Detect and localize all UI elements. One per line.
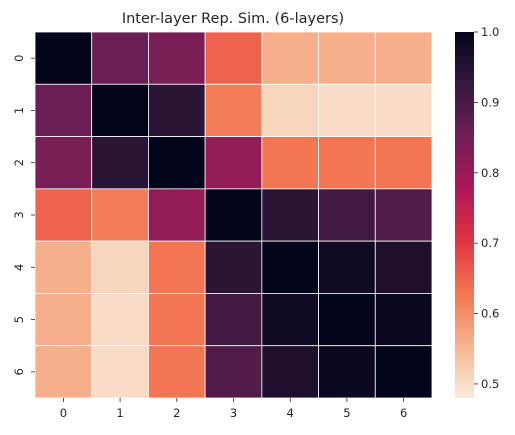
y-tick-label: 5 — [12, 316, 26, 323]
heatmap-cell — [374, 31, 433, 85]
heatmap-cell — [374, 188, 433, 242]
heatmap-cell — [34, 293, 93, 347]
heatmap-cell — [148, 83, 206, 137]
heatmap-cell — [318, 188, 376, 242]
heatmap-cell — [374, 345, 433, 399]
heatmap-cell — [318, 345, 376, 399]
heatmap-cell — [261, 188, 319, 242]
heatmap-cell — [91, 345, 149, 399]
heatmap-cell — [148, 31, 206, 85]
heatmap-cell — [34, 136, 93, 190]
heatmap-cell — [148, 240, 206, 294]
heatmap-cell — [204, 83, 263, 137]
heatmap-cell — [204, 136, 263, 190]
x-tick-label: 3 — [230, 406, 237, 420]
colorbar-tick-label: 0.6 — [481, 307, 499, 321]
x-axis-ticks: 0 1 2 3 4 5 6 — [60, 398, 407, 420]
colorbar-ticks: 0.5 0.6 0.7 0.8 0.9 1.0 — [474, 25, 499, 391]
heatmap-cell — [34, 240, 93, 294]
y-axis-ticks: 0 1 2 3 4 5 6 — [12, 54, 35, 376]
x-tick-label: 0 — [60, 406, 67, 420]
x-tick-label: 4 — [287, 406, 294, 420]
heatmap-cell — [261, 345, 319, 399]
y-tick-label: 1 — [12, 107, 26, 114]
heatmap-cell — [148, 293, 206, 347]
y-tick-label: 6 — [12, 368, 26, 375]
colorbar — [455, 32, 474, 398]
heatmap-cell — [204, 188, 263, 242]
heatmap-cell — [374, 240, 433, 294]
heatmap-cell — [34, 345, 93, 399]
colorbar-tick-label: 0.7 — [481, 236, 499, 250]
heatmap-cell — [318, 293, 376, 347]
colorbar-tick-label: 0.8 — [481, 166, 499, 180]
x-tick-label: 6 — [400, 406, 407, 420]
heatmap-cell — [148, 188, 206, 242]
heatmap-cell — [91, 240, 149, 294]
y-tick-label: 0 — [12, 54, 26, 61]
colorbar-tick-label: 0.9 — [481, 95, 499, 109]
heatmap-cell — [261, 136, 319, 190]
heatmap-cell — [318, 83, 376, 137]
heatmap-cell — [91, 136, 149, 190]
heatmap-cell — [91, 188, 149, 242]
chart-title: Inter-layer Rep. Sim. (6-layers) — [122, 11, 344, 27]
heatmap-cell — [204, 345, 263, 399]
heatmap-cell — [204, 240, 263, 294]
heatmap-cell — [261, 83, 319, 137]
heatmap-cell — [318, 31, 376, 85]
heatmap-cell — [148, 345, 206, 399]
x-tick-label: 2 — [173, 406, 180, 420]
heatmap-cell — [204, 293, 263, 347]
y-tick-label: 2 — [12, 159, 26, 166]
heatmap-cell — [374, 293, 433, 347]
x-tick-label: 5 — [343, 406, 350, 420]
heatmap-cells — [34, 31, 433, 399]
x-tick-label: 1 — [116, 406, 123, 420]
heatmap-cell — [261, 240, 319, 294]
heatmap-cell — [374, 136, 433, 190]
heatmap-cell — [318, 240, 376, 294]
heatmap-cell — [374, 83, 433, 137]
heatmap-cell — [91, 31, 149, 85]
heatmap-cell — [34, 83, 93, 137]
colorbar-tick-label: 0.5 — [481, 377, 499, 391]
heatmap-cell — [204, 31, 263, 85]
heatmap-cell — [34, 31, 93, 85]
colorbar-tick-label: 1.0 — [481, 25, 499, 39]
heatmap-cell — [261, 31, 319, 85]
y-tick-label: 3 — [12, 211, 26, 218]
heatmap-cell — [261, 293, 319, 347]
heatmap-cell — [91, 83, 149, 137]
heatmap-cell — [34, 188, 93, 242]
heatmap-cell — [318, 136, 376, 190]
y-tick-label: 4 — [12, 264, 26, 271]
heatmap-cell — [91, 293, 149, 347]
heatmap-cell — [148, 136, 206, 190]
